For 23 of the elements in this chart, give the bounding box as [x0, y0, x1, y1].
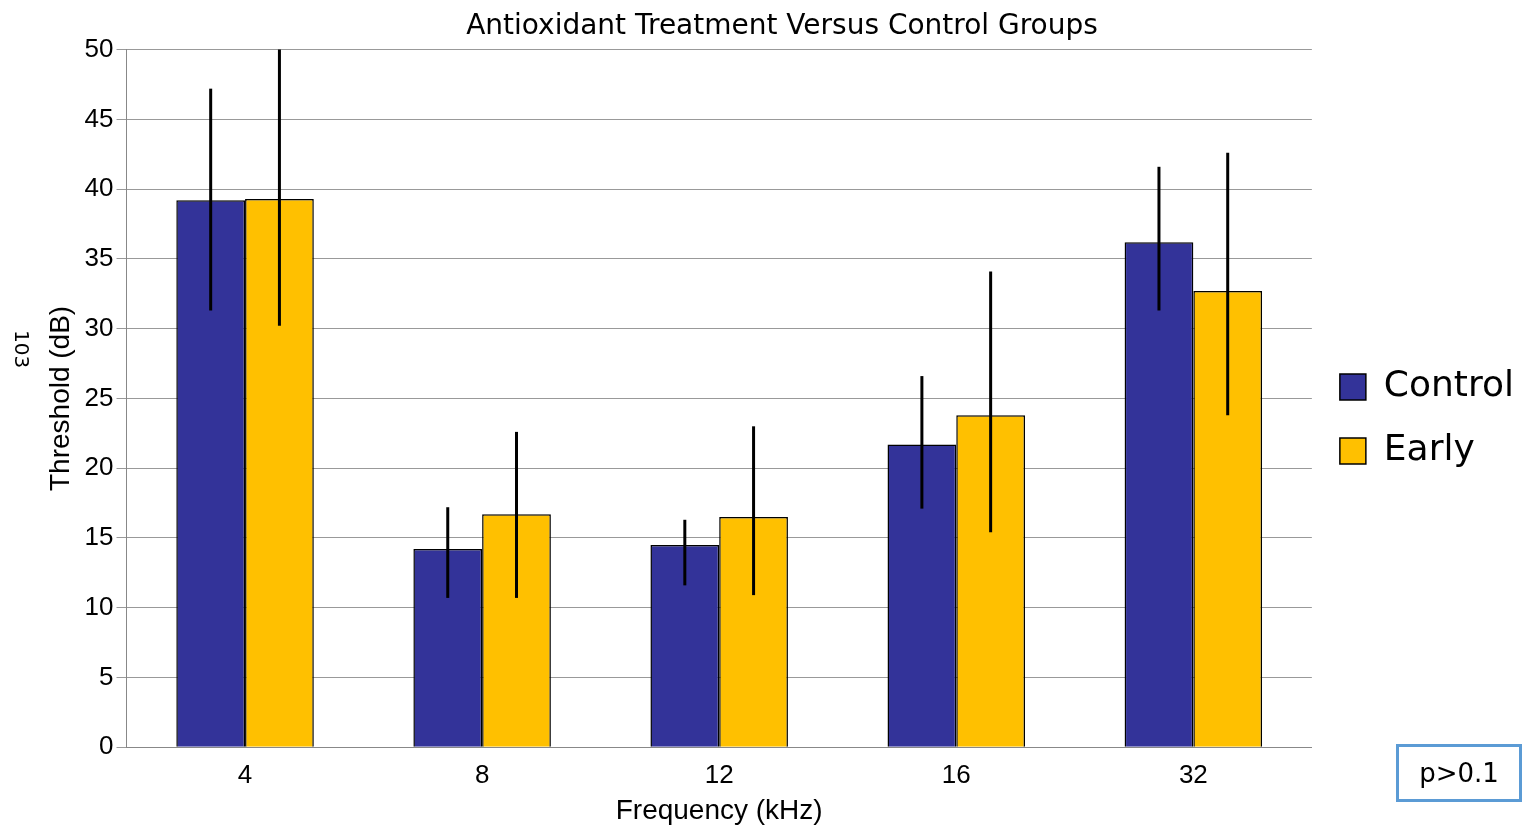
chart-title: Antioxidant Treatment Versus Control Groups — [466, 8, 1098, 42]
y-tick-label: 10 — [84, 590, 114, 621]
y-tick-label: 30 — [84, 311, 114, 342]
x-axis-title: Frequency (kHz) — [615, 793, 823, 825]
y-tick-label: 20 — [84, 451, 114, 482]
y-axis-title: Threshold (dB) — [43, 305, 75, 491]
legend-label: Control — [1383, 363, 1515, 405]
y-tick-label: 45 — [84, 102, 114, 133]
y-tick-label: 40 — [84, 172, 114, 203]
y-tick-label: 15 — [84, 521, 114, 552]
legend-label: Early — [1383, 427, 1475, 469]
x-tick-label: 4 — [237, 758, 253, 789]
y-tick-label: 5 — [99, 660, 114, 691]
text: p>0.1 — [1396, 744, 1522, 802]
x-tick-label: 16 — [941, 758, 971, 789]
y-tick-label: 35 — [84, 242, 114, 273]
text: 103 — [10, 330, 34, 369]
y-tick-label: 50 — [84, 32, 114, 63]
y-tick-label: 0 — [99, 730, 114, 761]
y-tick-label: 25 — [84, 381, 114, 412]
x-tick-label: 32 — [1178, 758, 1208, 789]
x-tick-label: 8 — [474, 758, 490, 789]
x-tick-label: 12 — [704, 758, 734, 789]
